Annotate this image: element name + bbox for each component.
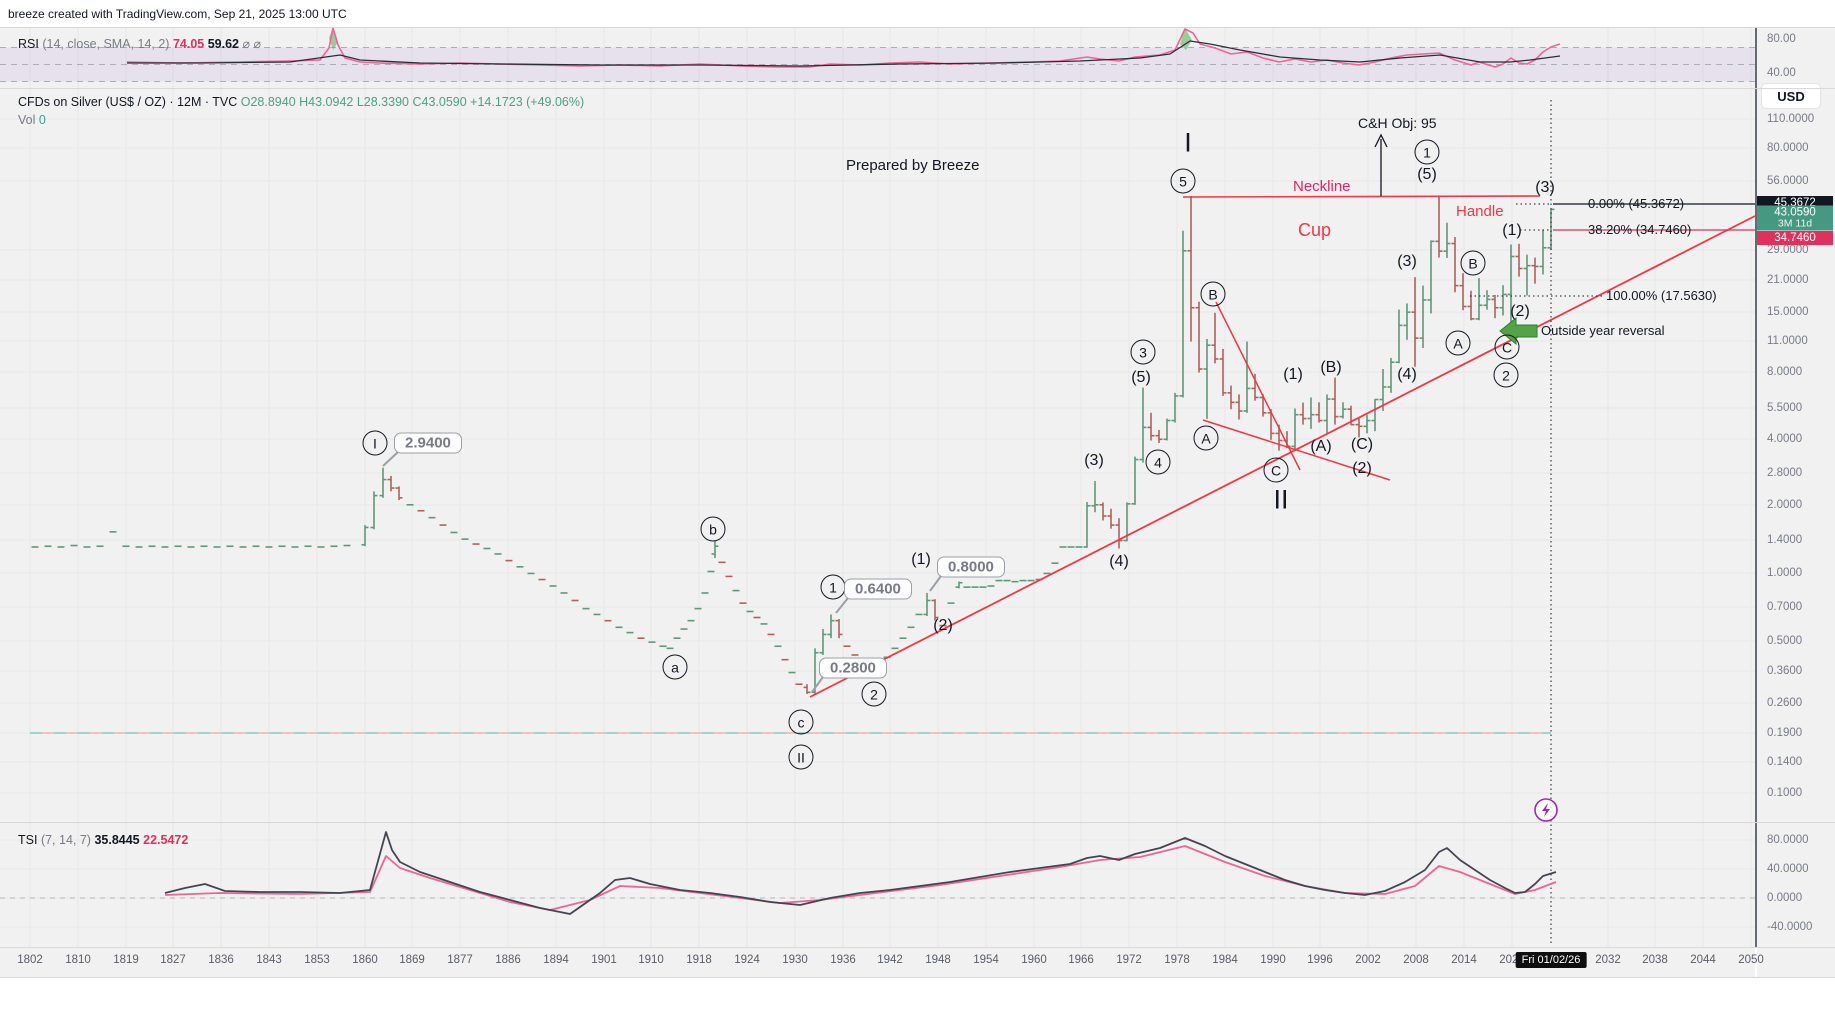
volume-label: Vol bbox=[18, 113, 36, 127]
time-tick: 2032 bbox=[1595, 954, 1621, 966]
fib-level-label: 100.00% (17.5630) bbox=[1606, 288, 1717, 303]
rsi-ma-line bbox=[127, 40, 1561, 67]
ohlc-close: C43.0590 bbox=[412, 95, 467, 109]
countdown-date-badge: Fri 01/02/26 bbox=[1515, 952, 1587, 968]
time-tick: 1936 bbox=[830, 954, 856, 966]
rsi-legend-name: RSI bbox=[18, 37, 39, 51]
lightning-bolt bbox=[1542, 803, 1550, 817]
pane-separator bbox=[0, 947, 1835, 948]
fib-level-label: 0.00% (45.3672) bbox=[1588, 196, 1684, 211]
time-tick: 1836 bbox=[208, 954, 234, 966]
time-tick: 1827 bbox=[160, 954, 186, 966]
time-tick: 1948 bbox=[925, 954, 951, 966]
volume-legend[interactable]: Vol 0 bbox=[18, 113, 46, 127]
time-tick: 1843 bbox=[256, 954, 282, 966]
rsi-value-1: 74.05 bbox=[172, 37, 205, 51]
chart-title: breeze created with TradingView.com, Sep… bbox=[8, 7, 347, 21]
time-tick: 2002 bbox=[1355, 954, 1381, 966]
tsi-value-2: 22.5472 bbox=[143, 833, 189, 847]
tsi-legend[interactable]: TSI (7, 14, 7) 35.8445 22.5472 bbox=[18, 833, 188, 847]
symbol-title: CFDs on Silver (US$ / OZ) · 12M · TVC bbox=[18, 95, 238, 109]
time-tick: 1901 bbox=[591, 954, 617, 966]
time-tick: 2050 bbox=[1738, 954, 1764, 966]
chart-background bbox=[0, 27, 1755, 978]
ohlc-high: H43.0942 bbox=[299, 95, 354, 109]
tsi-value-1: 35.8445 bbox=[94, 833, 140, 847]
pane-separator bbox=[0, 822, 1835, 823]
volume-value: 0 bbox=[38, 113, 46, 127]
time-tick: 1942 bbox=[877, 954, 903, 966]
tsi-legend-name: TSI bbox=[18, 833, 38, 847]
time-tick: 1954 bbox=[973, 954, 999, 966]
time-tick: 1966 bbox=[1068, 954, 1094, 966]
time-tick: 1894 bbox=[543, 954, 569, 966]
pane-separator bbox=[0, 88, 1835, 89]
time-tick: 1802 bbox=[17, 954, 43, 966]
ohlc-low: L28.3390 bbox=[356, 95, 409, 109]
rsi-fill bbox=[1180, 28, 1192, 50]
time-tick: 1910 bbox=[638, 954, 664, 966]
time-tick: 1972 bbox=[1116, 954, 1142, 966]
callout-tail bbox=[929, 575, 942, 592]
rsi-legend[interactable]: RSI (14, close, SMA, 14, 2) 74.05 59.62 … bbox=[18, 36, 261, 51]
time-tick: 1930 bbox=[782, 954, 808, 966]
rsi-legend-icons[interactable]: ⌀ ⌀ bbox=[242, 37, 262, 51]
price-callout[interactable]: 0.8000 bbox=[937, 556, 1005, 578]
price-callout[interactable]: 0.2800 bbox=[819, 657, 887, 679]
tsi-main-line bbox=[164, 831, 1557, 915]
time-tick: 2038 bbox=[1642, 954, 1668, 966]
tsi-legend-params: (7, 14, 7) bbox=[40, 833, 91, 847]
pane-border bbox=[1755, 27, 1757, 947]
time-tick: 1960 bbox=[1021, 954, 1047, 966]
trend-line bbox=[1182, 195, 1541, 198]
trend-line bbox=[1215, 301, 1301, 471]
time-tick: 1924 bbox=[734, 954, 760, 966]
reversal-arrow-icon bbox=[1499, 316, 1538, 346]
time-tick: 1990 bbox=[1260, 954, 1286, 966]
time-tick: 1869 bbox=[399, 954, 425, 966]
ohlc-open: O28.8940 bbox=[240, 95, 296, 109]
ohlc-change: +14.1723 (+49.06%) bbox=[470, 95, 585, 109]
ch-objective-arrowhead bbox=[1374, 133, 1388, 148]
pane-separator bbox=[0, 27, 1835, 28]
time-tick: 1978 bbox=[1164, 954, 1190, 966]
time-tick: 1877 bbox=[447, 954, 473, 966]
bottom-bar: TradingView bbox=[0, 977, 1835, 1029]
time-axis[interactable]: 1802 1810 1819 1827 1836 1843 1853 1860 1869 1877… bbox=[0, 947, 1764, 978]
tsi-signal-line bbox=[164, 845, 1557, 911]
fib-level-label: 38.20% (34.7460) bbox=[1588, 222, 1691, 237]
time-tick: 1819 bbox=[113, 954, 139, 966]
price-callout[interactable]: 0.6400 bbox=[844, 578, 912, 600]
trend-line bbox=[1202, 419, 1391, 481]
pane-separator bbox=[0, 977, 1835, 978]
time-tick: 1853 bbox=[304, 954, 330, 966]
rsi-legend-params: (14, close, SMA, 14, 2) bbox=[42, 37, 170, 51]
rsi-value-2: 59.62 bbox=[207, 37, 239, 51]
time-tick: 1984 bbox=[1212, 954, 1238, 966]
time-tick: 1996 bbox=[1307, 954, 1333, 966]
time-tick: 2044 bbox=[1690, 954, 1716, 966]
callout-tail bbox=[811, 676, 824, 693]
symbol-legend[interactable]: CFDs on Silver (US$ / OZ) · 12M · TVC O2… bbox=[18, 95, 584, 109]
price-callout[interactable]: 2.9400 bbox=[394, 432, 462, 454]
callout-tail bbox=[835, 597, 849, 614]
time-tick: 1860 bbox=[352, 954, 378, 966]
time-tick: 2014 bbox=[1451, 954, 1477, 966]
time-tick: 1918 bbox=[686, 954, 712, 966]
callout-tail bbox=[382, 451, 399, 467]
time-tick: 1810 bbox=[65, 954, 91, 966]
chart-header: breeze created with TradingView.com, Sep… bbox=[0, 0, 1835, 27]
time-tick: 2008 bbox=[1403, 954, 1429, 966]
time-tick: 1886 bbox=[495, 954, 521, 966]
